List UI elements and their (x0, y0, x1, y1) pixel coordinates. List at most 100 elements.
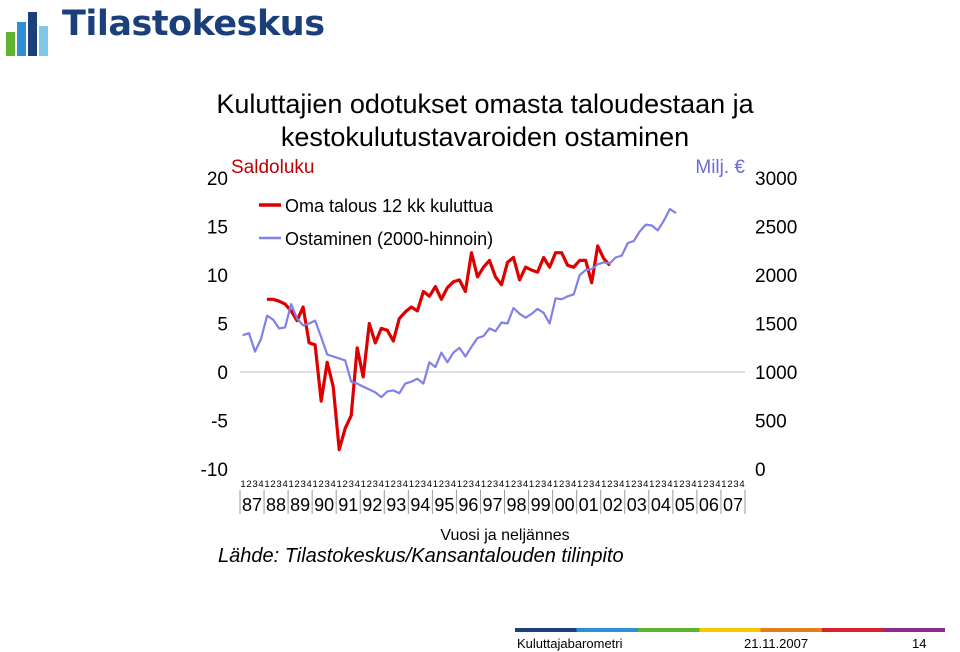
data-point-series-2 (332, 355, 334, 358)
footer-label: Kuluttajabarometri (517, 636, 623, 651)
quarter-tick-label: 3 (541, 479, 546, 490)
quarter-tick-label: 1 (433, 479, 438, 490)
data-point-series-1 (302, 306, 304, 308)
data-point-series-2 (452, 352, 454, 354)
quarter-tick-label: 2 (294, 479, 299, 490)
data-point-series-2 (603, 261, 605, 263)
left-tick-label: 20 (207, 169, 228, 190)
data-point-series-1 (404, 311, 406, 313)
quarter-tick-label: 4 (355, 479, 360, 490)
data-point-series-1 (519, 279, 521, 281)
quarter-tick-label: 3 (252, 479, 257, 490)
data-point-series-1 (609, 264, 611, 266)
data-point-series-1 (506, 261, 509, 263)
quarter-tick-label: 1 (385, 479, 390, 490)
year-label: 00 (555, 495, 575, 515)
data-point-series-1 (314, 344, 316, 346)
quarter-tick-label: 3 (637, 479, 642, 490)
data-point-series-2 (248, 332, 250, 334)
series-line-1 (267, 244, 611, 452)
quarter-tick-label: 2 (270, 479, 275, 490)
data-point-series-2 (392, 389, 394, 391)
quarter-tick-label: 1 (481, 479, 486, 490)
quarter-tick-label: 3 (373, 479, 378, 490)
left-tick-label: -5 (211, 412, 228, 433)
data-point-series-2 (422, 383, 424, 385)
data-point-series-2 (386, 390, 388, 392)
data-point-series-2 (675, 212, 677, 214)
quarter-tick-label: 2 (631, 479, 636, 490)
quarter-tick-label: 3 (565, 479, 570, 490)
quarter-tick-label: 3 (613, 479, 618, 490)
year-label: 90 (314, 495, 334, 515)
left-axis-label: Saldoluku (231, 157, 314, 178)
data-point-series-2 (573, 293, 575, 295)
year-label: 99 (531, 495, 551, 515)
year-label: 01 (579, 495, 599, 515)
quarter-tick-label: 2 (511, 479, 516, 490)
source-note: Lähde: Tilastokeskus/Kansantalouden tili… (218, 545, 624, 567)
data-point-series-2 (621, 255, 623, 257)
data-point-series-2 (488, 327, 491, 329)
data-point-series-1 (591, 282, 593, 284)
left-tick-label: 15 (207, 218, 228, 239)
data-point-series-2 (440, 352, 442, 354)
data-point-series-2 (519, 313, 521, 315)
legend-label-2: Ostaminen (2000-hinnoin) (285, 229, 493, 249)
data-point-series-2 (368, 388, 370, 391)
data-point-series-1 (356, 347, 358, 349)
quarter-tick-label: 4 (523, 479, 528, 490)
data-point-series-1 (597, 245, 599, 247)
quarter-tick-label: 4 (475, 479, 480, 490)
data-point-series-1 (392, 340, 394, 342)
data-point-series-2 (657, 229, 659, 231)
data-point-series-1 (500, 284, 503, 286)
year-label: 95 (434, 495, 454, 515)
quarter-tick-label: 1 (313, 479, 318, 490)
data-point-series-1 (290, 310, 292, 312)
quarter-tick-label: 3 (469, 479, 474, 490)
quarter-tick-label: 2 (463, 479, 468, 490)
year-label: 88 (266, 495, 286, 515)
year-label: 96 (458, 495, 478, 515)
data-point-series-2 (663, 220, 665, 222)
data-point-series-2 (272, 319, 274, 321)
quarter-tick-label: 4 (715, 479, 720, 490)
x-axis-label: Vuosi ja neljännes (440, 527, 569, 544)
data-point-series-1 (344, 427, 346, 429)
data-point-series-2 (549, 322, 551, 325)
quarter-tick-label: 2 (583, 479, 588, 490)
data-point-series-2 (242, 334, 244, 336)
data-point-series-2 (434, 366, 436, 368)
quarter-tick-label: 2 (535, 479, 540, 490)
data-point-series-2 (639, 230, 641, 232)
quarter-tick-label: 4 (331, 479, 336, 490)
data-point-series-2 (296, 318, 298, 320)
quarter-tick-label: 4 (595, 479, 600, 490)
data-point-series-1 (585, 259, 587, 261)
quarter-tick-label: 1 (264, 479, 269, 490)
data-point-series-2 (290, 303, 292, 305)
data-point-series-2 (344, 359, 346, 361)
data-point-series-2 (260, 338, 262, 340)
quarter-tick-label: 4 (379, 479, 384, 490)
quarter-tick-label: 2 (727, 479, 732, 490)
quarter-tick-label: 4 (306, 479, 311, 490)
quarter-tick-label: 4 (451, 479, 456, 490)
data-point-series-1 (464, 290, 466, 293)
quarter-tick-label: 2 (439, 479, 444, 490)
quarter-tick-label: 3 (709, 479, 714, 490)
quarter-tick-label: 4 (619, 479, 624, 490)
year-label: 04 (651, 495, 671, 515)
quarter-tick-label: 4 (282, 479, 287, 490)
quarter-tick-label: 3 (421, 479, 426, 490)
quarter-tick-label: 2 (607, 479, 612, 490)
quarter-tick-label: 4 (427, 479, 432, 490)
data-point-series-2 (314, 320, 316, 322)
data-point-series-2 (579, 274, 581, 276)
data-point-series-2 (651, 224, 653, 227)
quarter-tick-label: 2 (246, 479, 251, 490)
data-point-series-1 (555, 252, 557, 254)
year-label: 02 (603, 495, 623, 515)
